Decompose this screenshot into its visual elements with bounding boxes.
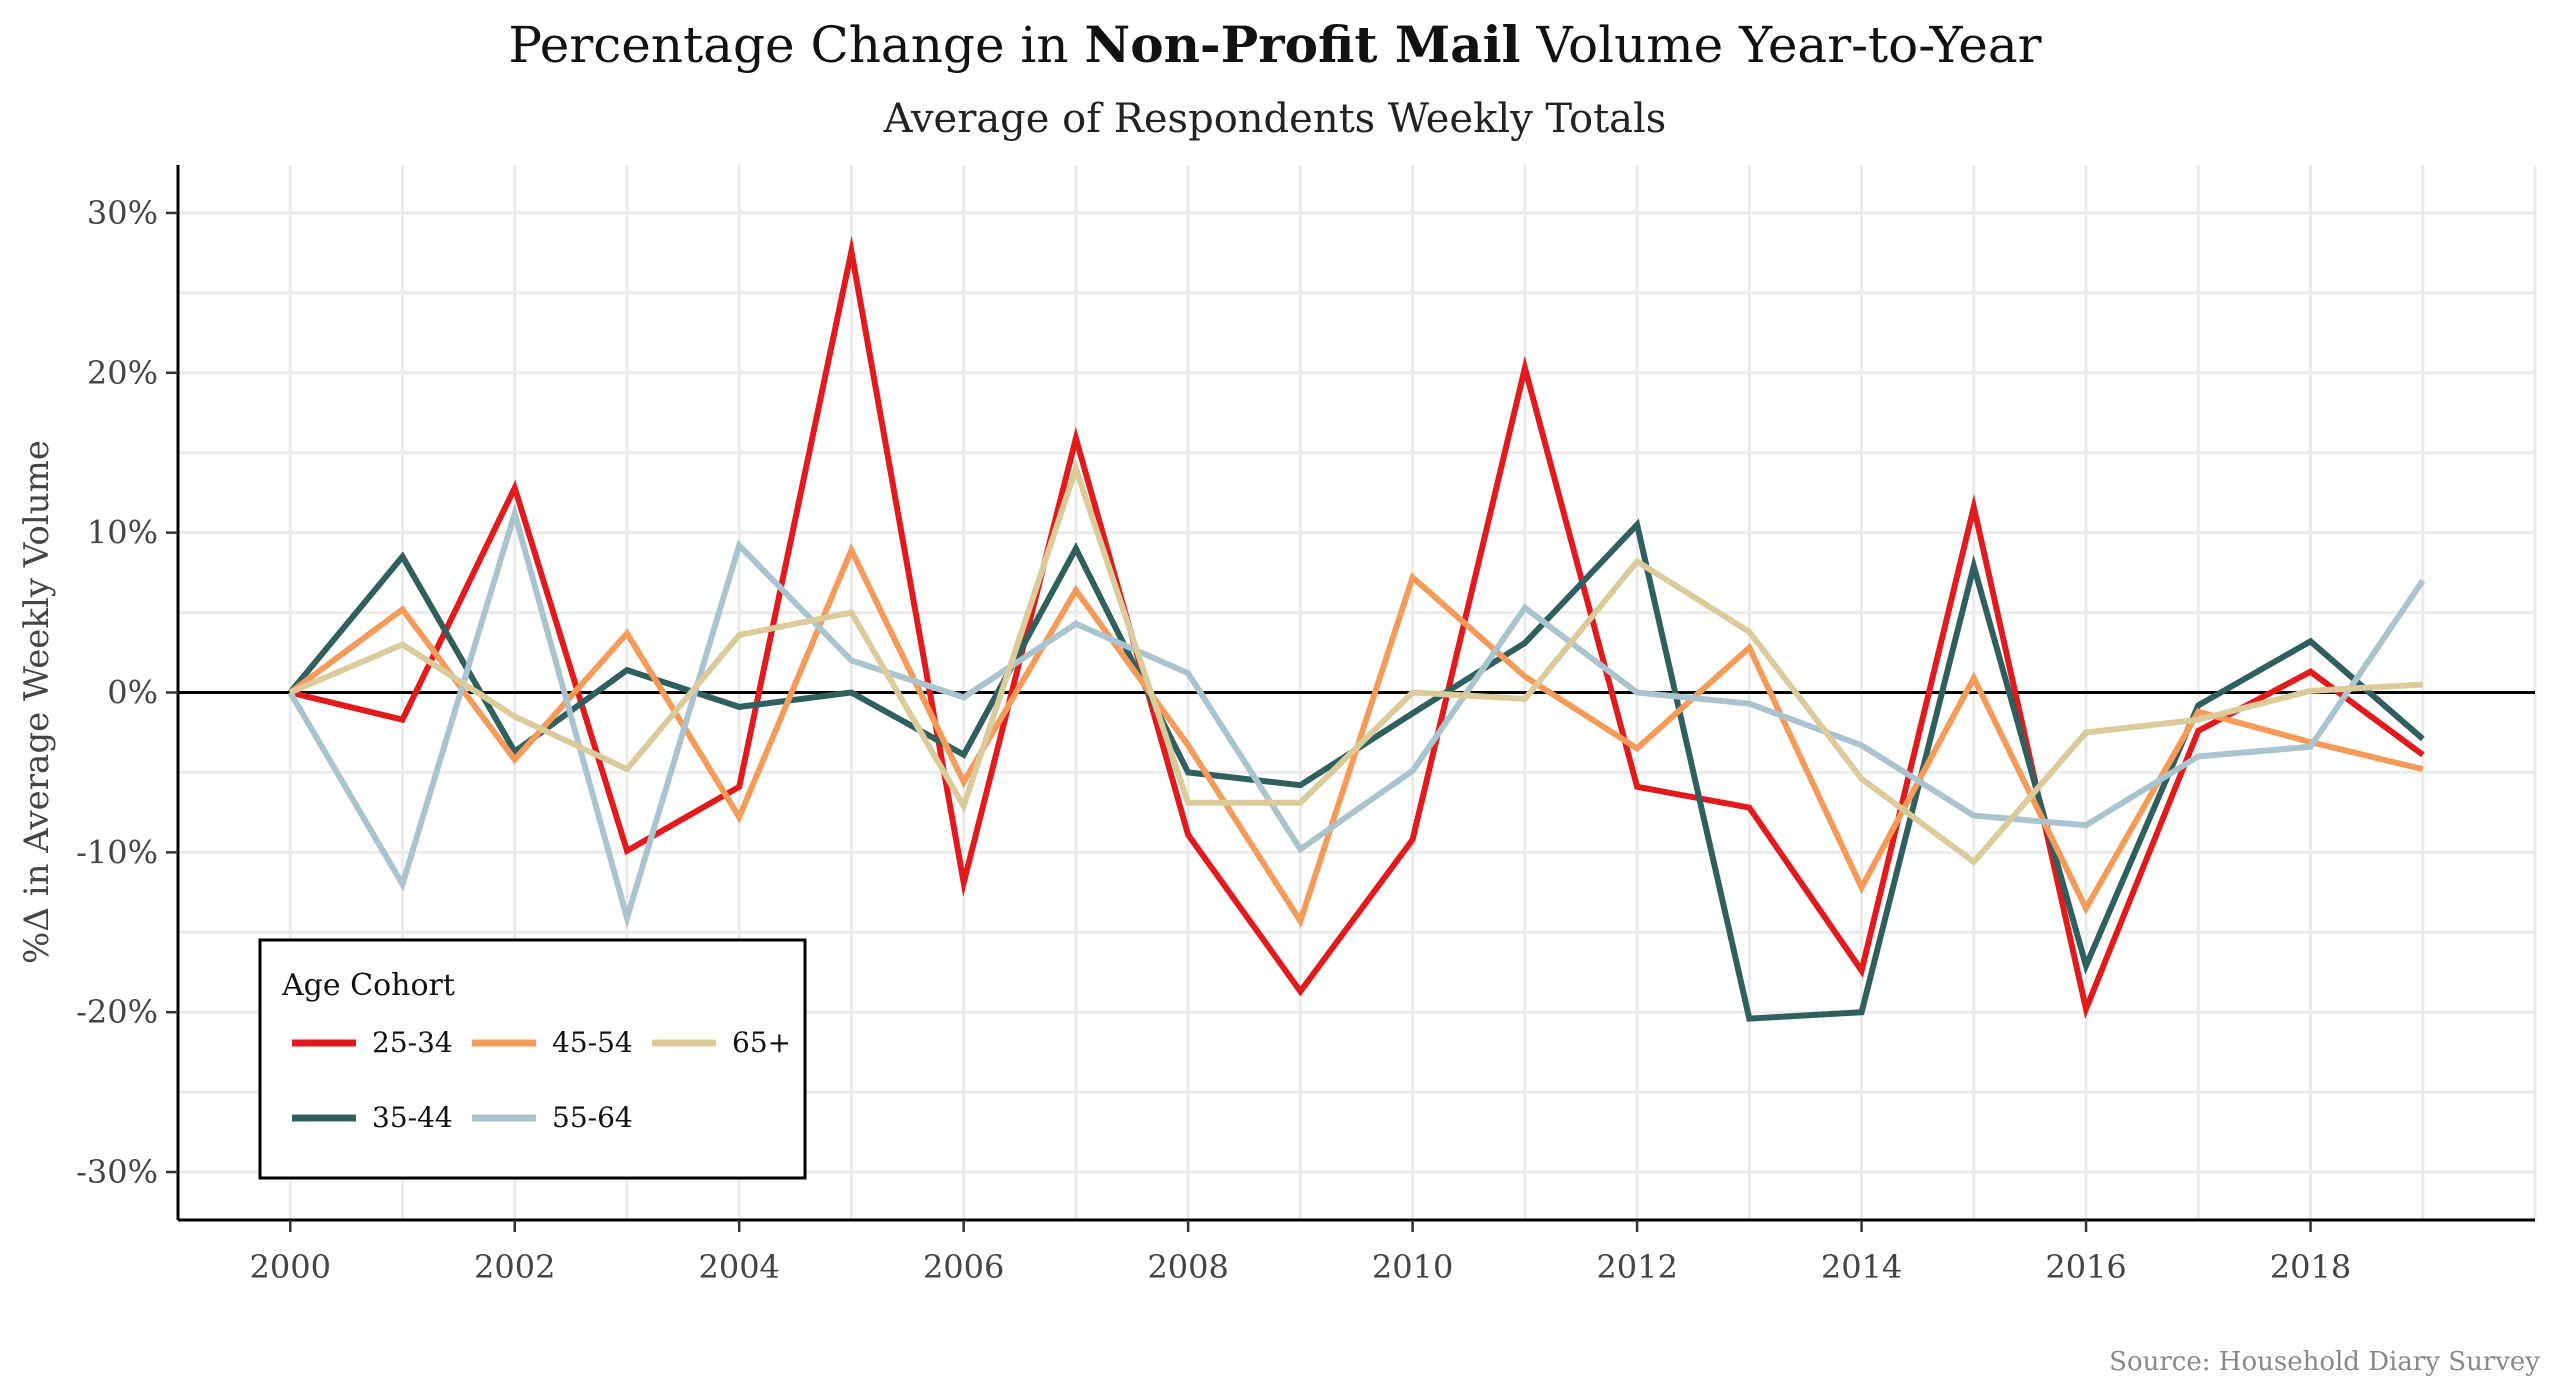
y-axis-label: %Δ in Average Weekly Volume [17, 440, 57, 964]
y-tick-label: 20% [87, 354, 158, 392]
x-tick-label: 2002 [474, 1248, 555, 1286]
series-line-65+ [289, 459, 2423, 866]
x-tick-label: 2010 [1372, 1248, 1453, 1286]
axes-layer [166, 165, 2535, 1232]
legend-label-65+: 65+ [732, 1026, 791, 1059]
legend-label-55-64: 55-64 [552, 1101, 633, 1134]
y-tick-label: 10% [87, 514, 158, 552]
y-tick-label: -10% [76, 833, 158, 871]
y-tick-label: 0% [107, 674, 158, 712]
legend: Age Cohort 25-34 45-54 65+ 35-44 55-64 [258, 938, 807, 1180]
legend-label-35-44: 35-44 [372, 1101, 453, 1134]
series-layer [287, 235, 2426, 1022]
x-tick-label: 2008 [1147, 1248, 1228, 1286]
series-line-25-34 [289, 235, 2425, 1020]
x-tick-label: 2012 [1596, 1248, 1677, 1286]
tick-label-layer: -30% -20% -10% 0% 10% 20% 30% 2000 2002 2004 2006 2… [76, 194, 2351, 1286]
chart-subtitle: Average of Respondents Weekly Totals [883, 96, 1667, 142]
chart-title: Percentage Change in Non-Profit Mail Vol… [508, 15, 2041, 74]
y-tick-label: -30% [76, 1153, 158, 1191]
y-tick-label: -20% [76, 993, 158, 1031]
x-tick-label: 2006 [923, 1248, 1004, 1286]
legend-title: Age Cohort [281, 968, 455, 1003]
legend-label-25-34: 25-34 [372, 1026, 453, 1059]
x-tick-label: 2004 [698, 1248, 779, 1286]
x-tick-label: 2018 [2270, 1248, 2351, 1286]
source-caption: Source: Household Diary Survey [2109, 1347, 2540, 1377]
x-tick-label: 2016 [2045, 1248, 2126, 1286]
legend-label-45-54: 45-54 [552, 1026, 633, 1059]
grid-layer [176, 165, 2537, 1220]
y-tick-label: 30% [87, 194, 158, 232]
legend-box [258, 938, 807, 1180]
x-tick-label: 2000 [250, 1248, 331, 1286]
series-line-55-64 [287, 502, 2426, 929]
x-tick-label: 2014 [1821, 1248, 1902, 1286]
